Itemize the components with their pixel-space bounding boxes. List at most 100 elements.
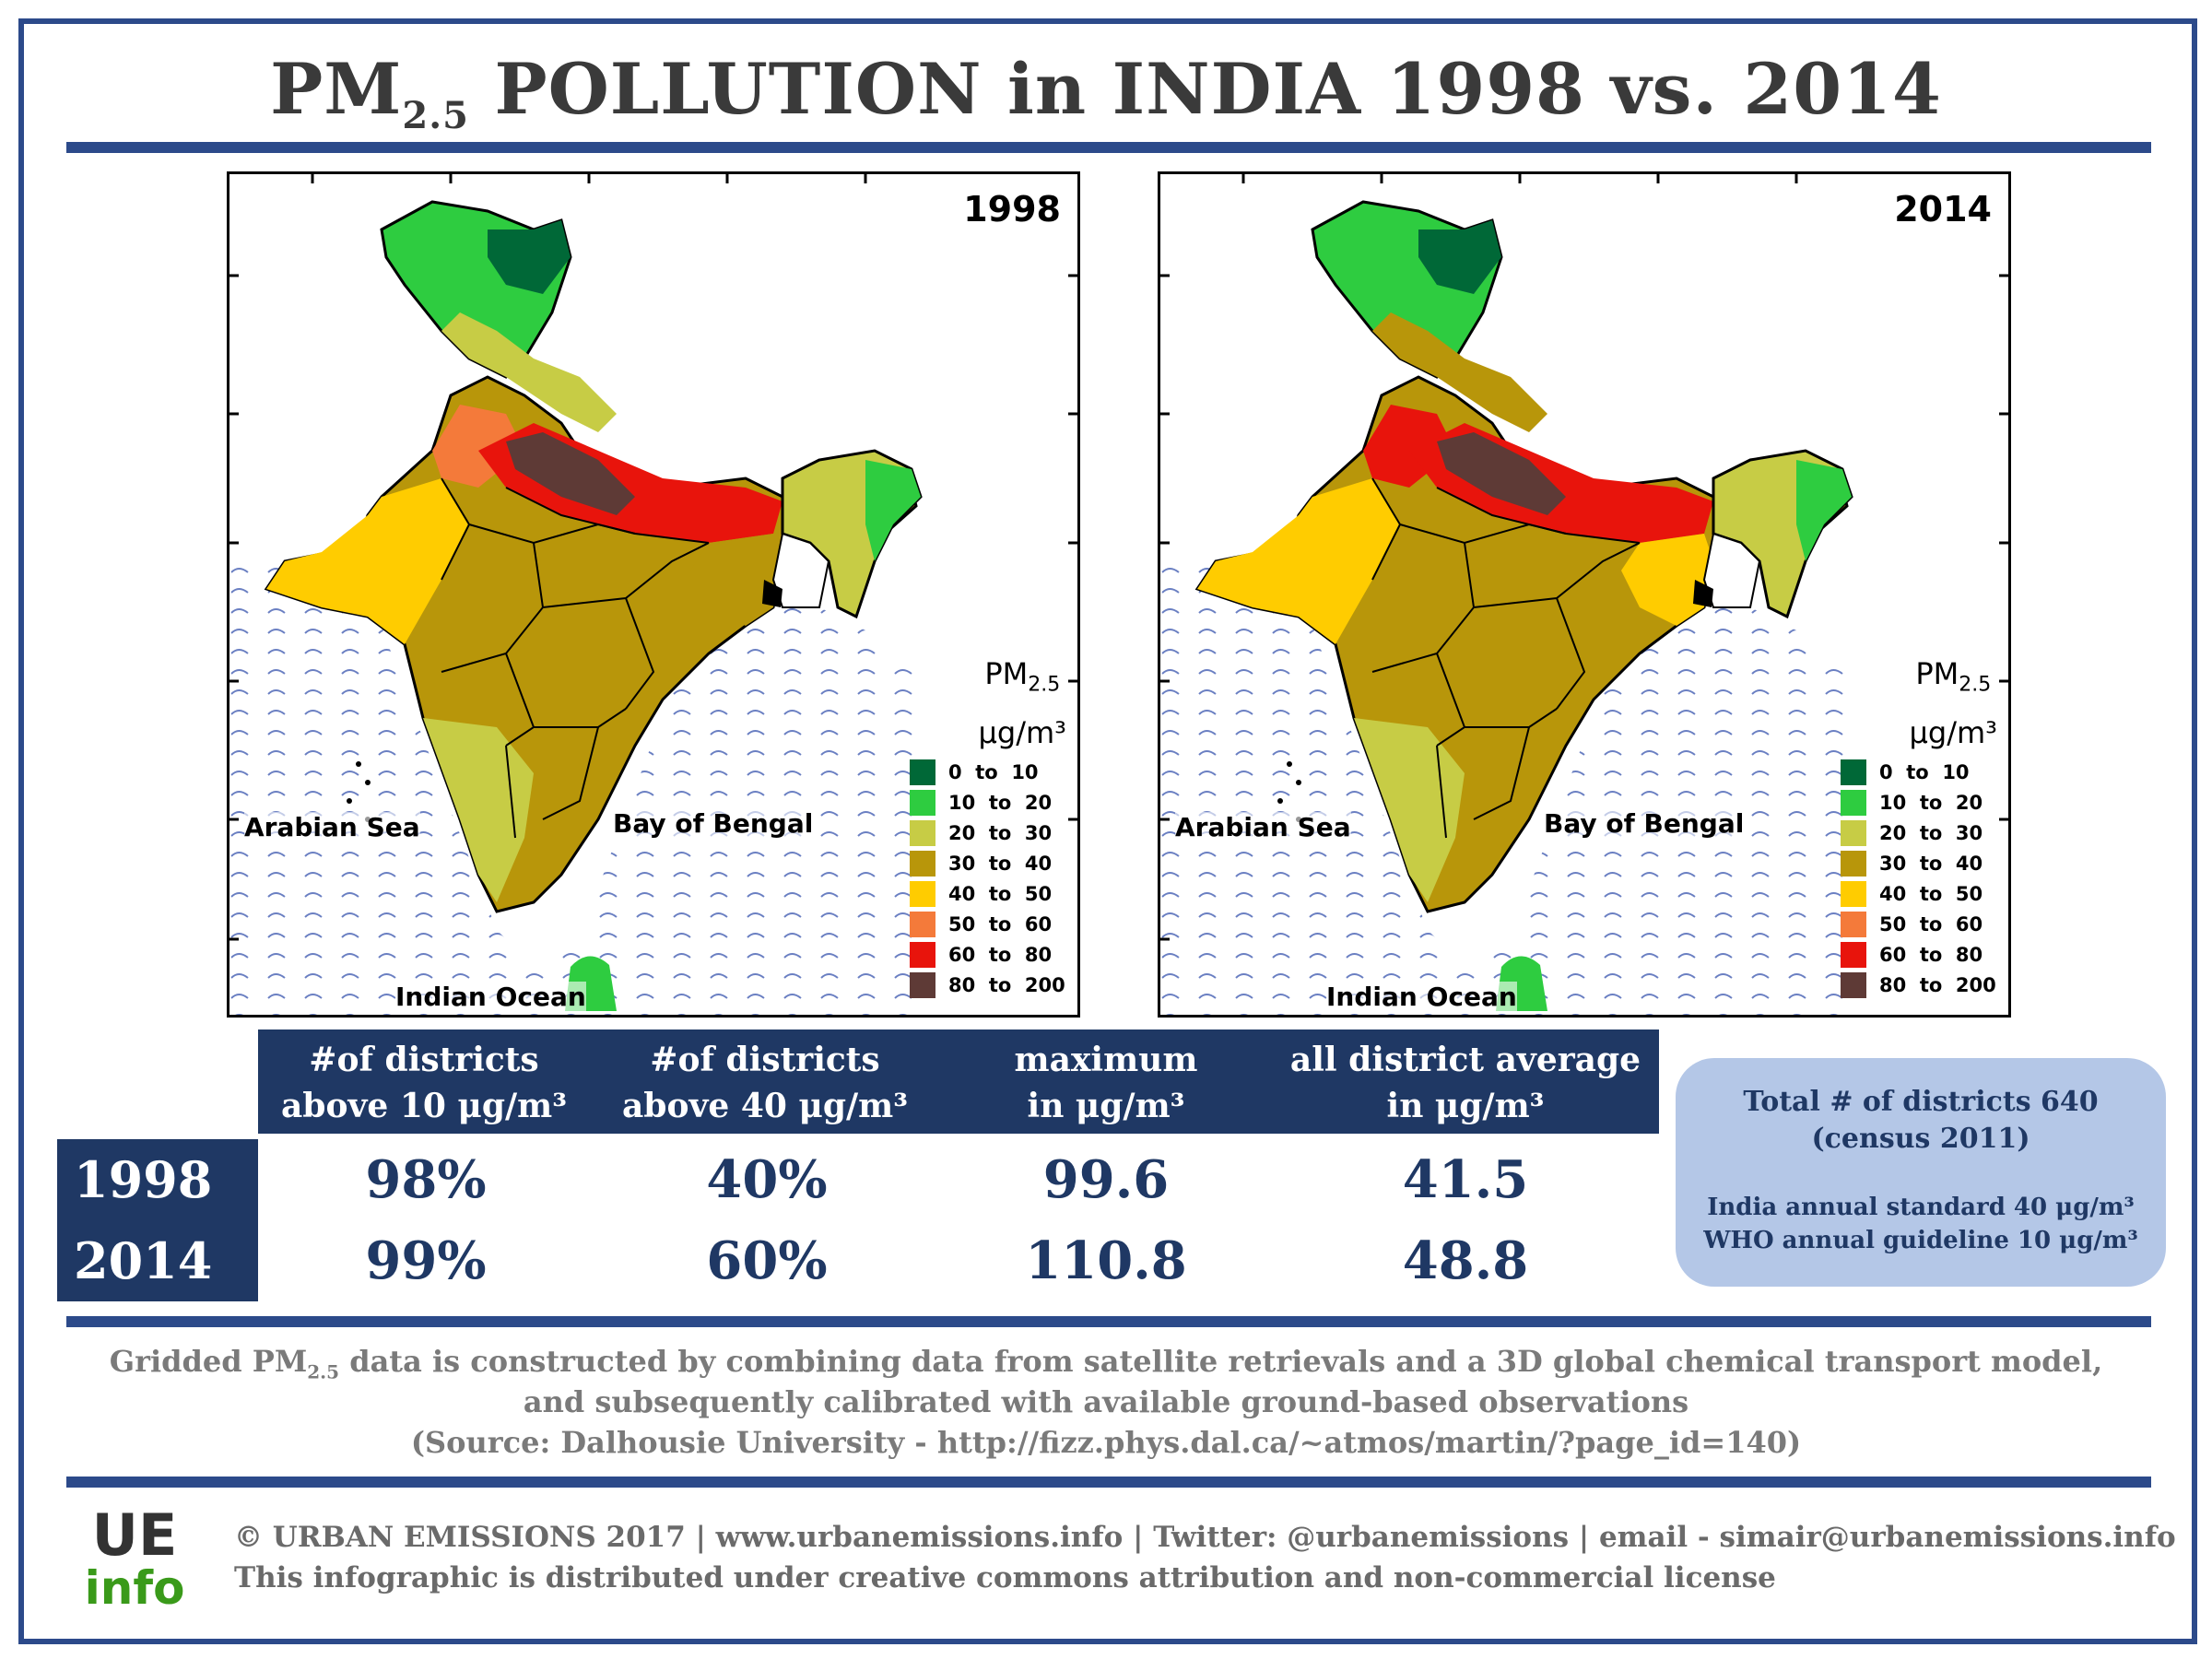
map-year-label: 2014 (1894, 189, 1992, 229)
legend-item: 60 to 80 (1841, 939, 1997, 970)
stats-table-header: #of districts above 10 μg/m³ #of district… (258, 1030, 1659, 1134)
legend-label: 20 to 30 (948, 821, 1053, 844)
legend-swatch (910, 819, 935, 846)
west-region (1197, 478, 1400, 644)
legend-item: 20 to 30 (910, 818, 1066, 848)
legend-label: 0 to 10 (1879, 760, 1970, 783)
axis-ticks (229, 174, 1077, 941)
legend-swatch (910, 759, 935, 785)
sundarbans (1693, 580, 1713, 607)
legend-swatch (910, 941, 935, 968)
himalaya-belt (1372, 312, 1547, 432)
cell-2014-above-10: 99% (365, 1230, 487, 1291)
arabian-sea-label: Arabian Sea (1175, 812, 1351, 842)
legend-swatch (910, 971, 935, 998)
southern-region (1354, 718, 1465, 902)
row-label-2014: 2014 (57, 1220, 258, 1301)
info-census: (census 2011) (1811, 1123, 2030, 1155)
cell-1998-above-40: 40% (706, 1149, 828, 1210)
row-label-1998: 1998 (57, 1139, 258, 1220)
cell-2014-average: 48.8 (1402, 1230, 1529, 1291)
state-boundaries (441, 477, 710, 839)
legend-item: 50 to 60 (910, 909, 1066, 939)
ladakh-region (1418, 220, 1501, 294)
map-graphic (1160, 174, 2008, 1015)
legend-swatch (1841, 941, 1866, 968)
east-coast-region (690, 534, 782, 626)
cell-2014-above-40: 60% (706, 1230, 828, 1291)
gangetic-core (506, 432, 635, 515)
infographic-frame (18, 18, 2197, 1644)
legend-label: 30 to 40 (1879, 852, 1983, 875)
arabian-sea-label: Arabian Sea (244, 812, 420, 842)
lakshadweep-islands (347, 761, 371, 822)
indian-ocean-label: Indian Ocean (395, 982, 586, 1012)
legend-item: 0 to 10 (1841, 757, 1997, 787)
legend-label: 30 to 40 (948, 852, 1053, 875)
legend-label: 50 to 60 (1879, 912, 1983, 935)
title-divider (66, 142, 2151, 153)
legend-item: 40 to 50 (1841, 878, 1997, 909)
legend-label: 20 to 30 (1879, 821, 1983, 844)
legend-label: 80 to 200 (1879, 973, 1996, 996)
west-region (266, 478, 469, 644)
map-2014: 2014 PM2.5 μg/m³ 0 to 10 10 to 20 20 to 30 3… (1158, 171, 2011, 1018)
col-header-average: all district average in μg/m³ (1289, 1041, 1641, 1125)
legend-unit-label: PM2.5 μg/m³ (978, 656, 1066, 751)
note-line-2: and subsequently calibrated with availab… (523, 1384, 1689, 1419)
note-line-1: Gridded PM2.5 data is constructed by com… (109, 1344, 2103, 1383)
legend-label: 50 to 60 (948, 912, 1053, 935)
bay-of-bengal-label: Bay of Bengal (613, 808, 814, 839)
logo-ue: UE (91, 1501, 178, 1569)
legend-label: 60 to 80 (948, 943, 1053, 966)
legend-item: 20 to 30 (1841, 818, 1997, 848)
axis-ticks (1160, 174, 2008, 941)
legend-unit-label: PM2.5 μg/m³ (1909, 656, 1997, 751)
map-1998: 1998 PM2.5 μg/m³ 0 to 10 10 to 20 20 to 30 3… (227, 171, 1080, 1018)
map-graphic (229, 174, 1077, 1015)
col-header-maximum: maximum in μg/m³ (1014, 1041, 1198, 1125)
legend-label: 60 to 80 (1879, 943, 1983, 966)
sea-area (1160, 561, 1861, 1015)
gangetic-core (1437, 432, 1566, 515)
cell-2014-maximum: 110.8 (1025, 1230, 1187, 1291)
legend-swatch (1841, 880, 1866, 907)
legend-item: 0 to 10 (910, 757, 1066, 787)
legend-label: 40 to 50 (948, 882, 1053, 905)
bay-of-bengal-label: Bay of Bengal (1544, 808, 1745, 839)
legend-swatch (1841, 789, 1866, 816)
legend-swatch (910, 850, 935, 877)
info-india-standard: India annual standard 40 μg/m³ (1707, 1194, 2135, 1221)
urban-emissions-logo: UE info (79, 1501, 190, 1615)
legend-label: 80 to 200 (948, 973, 1065, 996)
bangladesh (771, 532, 830, 608)
legend-item: 80 to 200 (910, 970, 1066, 1000)
logo-info: info (84, 1561, 185, 1615)
legend-swatch (1841, 971, 1866, 998)
legend-swatch (1841, 759, 1866, 785)
bangladesh (1702, 532, 1761, 608)
legend-item: 40 to 50 (910, 878, 1066, 909)
legend-item: 10 to 20 (910, 787, 1066, 818)
col-header-above-10: #of districts above 10 μg/m³ (280, 1041, 568, 1125)
legend-swatch (1841, 819, 1866, 846)
footer-credits: © URBAN EMISSIONS 2017 | www.urbanemissi… (234, 1521, 2176, 1554)
page-title: PM2.5 POLLUTION in INDIA 1998 vs. 2014 (270, 48, 1942, 138)
cell-1998-maximum: 99.6 (1042, 1149, 1170, 1210)
legend-label: 0 to 10 (948, 760, 1039, 783)
footer-license: This infographic is distributed under cr… (234, 1561, 1776, 1594)
northeast-hills (1796, 460, 1852, 561)
map-year-label: 1998 (963, 189, 1061, 229)
legend-item: 10 to 20 (1841, 787, 1997, 818)
legend-swatch (910, 911, 935, 937)
legend-item: 80 to 200 (1841, 970, 1997, 1000)
east-coast-region (1621, 534, 1713, 626)
color-legend: 0 to 10 10 to 20 20 to 30 30 to 40 40 to 50 5… (1841, 757, 1997, 1000)
legend-item: 30 to 40 (910, 848, 1066, 878)
sea-area (229, 561, 930, 1015)
legend-swatch (1841, 911, 1866, 937)
note-source: (Source: Dalhousie University - http://f… (410, 1425, 1802, 1460)
legend-label: 10 to 20 (1879, 791, 1983, 814)
legend-label: 40 to 50 (1879, 882, 1983, 905)
southern-region (423, 718, 534, 902)
